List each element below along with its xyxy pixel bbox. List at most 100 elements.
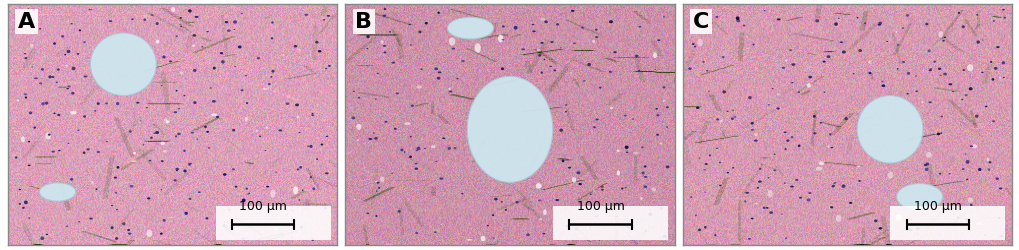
Ellipse shape [928,69,931,71]
Ellipse shape [391,62,394,64]
Ellipse shape [245,76,247,77]
Ellipse shape [206,131,209,133]
Ellipse shape [608,72,611,74]
Ellipse shape [923,164,926,166]
Ellipse shape [995,178,998,180]
Ellipse shape [688,68,691,70]
Ellipse shape [713,234,715,236]
Ellipse shape [858,50,861,53]
Ellipse shape [178,108,179,110]
Ellipse shape [841,185,845,188]
Ellipse shape [789,50,792,52]
Ellipse shape [886,42,888,43]
Ellipse shape [901,28,903,29]
Ellipse shape [996,47,999,49]
Ellipse shape [322,20,325,21]
Ellipse shape [842,237,844,240]
Ellipse shape [247,194,249,195]
Ellipse shape [936,68,941,71]
Ellipse shape [193,102,197,104]
Ellipse shape [806,84,810,88]
Ellipse shape [753,133,757,137]
Ellipse shape [297,169,299,171]
Ellipse shape [232,130,235,132]
Ellipse shape [665,127,667,128]
Ellipse shape [66,50,70,54]
Ellipse shape [97,103,100,106]
Ellipse shape [735,17,739,21]
Text: A: A [18,12,36,32]
Ellipse shape [641,147,643,148]
Ellipse shape [829,147,833,149]
Ellipse shape [600,189,603,191]
Ellipse shape [544,21,547,24]
Ellipse shape [224,22,228,24]
Ellipse shape [53,43,56,46]
Ellipse shape [23,201,28,204]
Ellipse shape [18,203,21,205]
Ellipse shape [732,167,734,169]
Ellipse shape [784,183,785,184]
Ellipse shape [616,171,620,176]
Ellipse shape [812,116,815,118]
Ellipse shape [439,178,443,180]
Ellipse shape [223,174,226,176]
Ellipse shape [174,136,177,138]
Ellipse shape [491,214,494,216]
Ellipse shape [130,161,137,162]
Ellipse shape [721,57,723,59]
Ellipse shape [325,173,328,175]
Ellipse shape [842,51,845,54]
Ellipse shape [136,102,140,104]
Ellipse shape [222,26,224,28]
Ellipse shape [961,26,964,29]
Ellipse shape [718,120,721,123]
Ellipse shape [925,163,928,166]
Ellipse shape [643,166,646,168]
Ellipse shape [161,160,163,162]
Ellipse shape [430,146,435,149]
Ellipse shape [638,27,641,28]
Ellipse shape [984,224,985,226]
Ellipse shape [143,16,147,18]
Ellipse shape [493,198,497,201]
Ellipse shape [292,186,298,194]
Ellipse shape [500,202,502,203]
Ellipse shape [257,58,260,60]
Ellipse shape [715,148,717,150]
Ellipse shape [807,76,811,79]
Ellipse shape [555,24,558,26]
Ellipse shape [410,136,412,138]
Ellipse shape [999,77,1001,79]
Ellipse shape [600,186,603,188]
FancyBboxPatch shape [890,206,1005,240]
Ellipse shape [905,15,908,18]
Ellipse shape [609,206,612,208]
Ellipse shape [90,10,93,11]
Ellipse shape [451,48,454,50]
Ellipse shape [938,76,941,77]
Ellipse shape [83,152,86,154]
Ellipse shape [70,24,72,25]
Ellipse shape [964,95,967,97]
Ellipse shape [29,112,33,115]
Ellipse shape [179,18,181,20]
Ellipse shape [747,97,751,100]
Ellipse shape [109,21,112,23]
Ellipse shape [156,23,159,26]
Ellipse shape [175,90,177,92]
Ellipse shape [327,66,330,68]
Ellipse shape [690,196,692,198]
Ellipse shape [358,97,360,99]
Ellipse shape [278,130,282,132]
Ellipse shape [830,186,834,188]
Ellipse shape [153,133,156,134]
Ellipse shape [608,21,612,24]
Ellipse shape [781,214,782,215]
Ellipse shape [20,136,24,143]
Ellipse shape [242,199,246,202]
Ellipse shape [384,122,387,123]
Ellipse shape [57,114,60,116]
Ellipse shape [492,238,494,239]
Ellipse shape [171,8,175,13]
